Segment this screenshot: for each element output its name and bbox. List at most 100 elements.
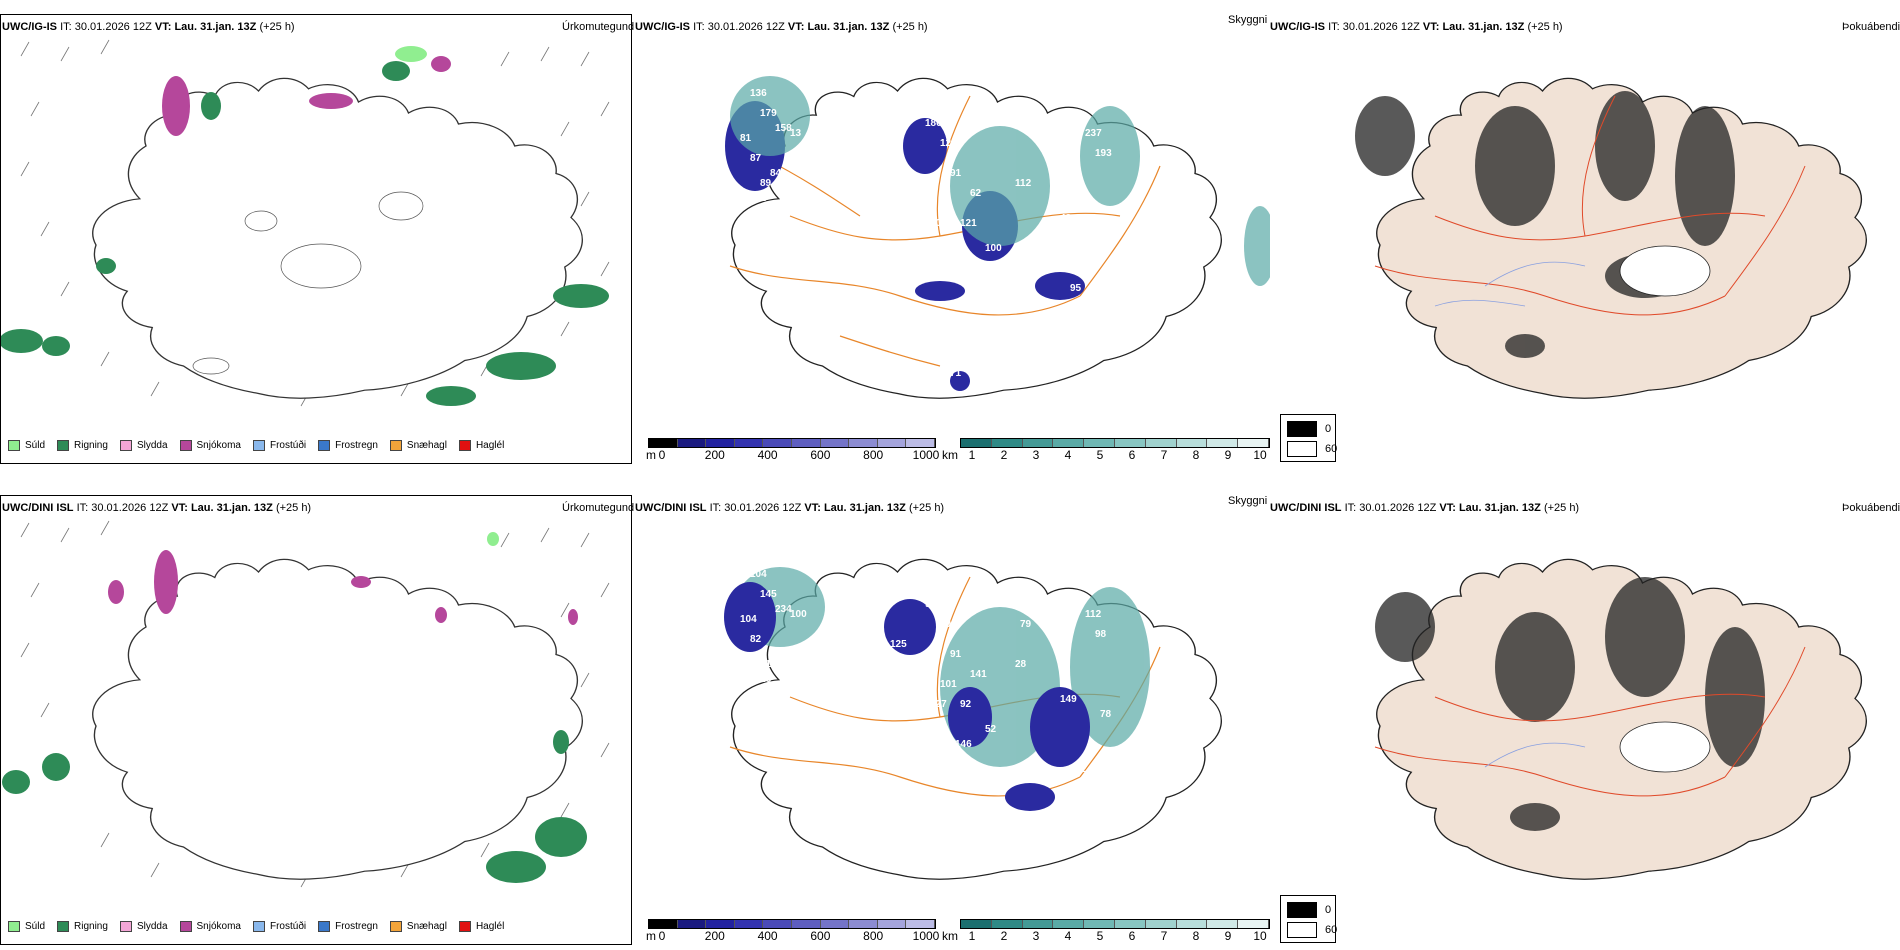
model-name: UWC/IG-IS <box>1270 21 1325 33</box>
wind-barbs <box>20 520 610 888</box>
legend-swatch <box>389 921 402 932</box>
vt-value: Lau. 31.jan. 13Z <box>190 502 273 514</box>
colorbar-tick-7: 8 <box>1192 929 1200 943</box>
colorbar-tick-9: 10 <box>1253 448 1267 462</box>
colorbar-segment-0 <box>961 439 992 447</box>
legend-item-0: Súld <box>8 440 45 451</box>
cloud-base-label: 141 <box>970 669 987 680</box>
model-name: UWC/DINI ISL <box>635 502 707 514</box>
cloud-base-label: 92 <box>960 699 972 710</box>
cloud-header: UWC/DINI ISL IT: 30.01.2026 12Z VT: Lau.… <box>635 502 944 515</box>
precip-snow <box>108 550 578 625</box>
legend-label: Snjókoma <box>196 440 241 451</box>
cloud-base-label: 136 <box>750 88 767 99</box>
fog-legend-0: 0 <box>1325 423 1332 435</box>
colorbar-segment-3 <box>734 920 764 928</box>
lead-time: (+25 h) <box>259 21 295 33</box>
height-unit: m <box>646 929 656 943</box>
colorbar-segment-5 <box>791 920 821 928</box>
it-value: 30.01.2026 12Z <box>1359 502 1437 514</box>
it-value: 30.01.2026 12Z <box>1342 21 1420 33</box>
cloud-base-label: 79 <box>1020 619 1032 630</box>
vt-label: VT: <box>154 21 172 33</box>
cloud-base-label: 15 <box>950 849 962 860</box>
model-name: UWC/DINI ISL <box>2 502 74 514</box>
cloud-base-label: 112 <box>1085 609 1102 620</box>
cloud-base-label: 125 <box>890 639 907 650</box>
legend-label: Rigning <box>74 921 108 932</box>
visibility-unit: km <box>942 929 958 943</box>
legend-item-0: Súld <box>8 921 45 932</box>
cloud-base-label: 146 <box>955 739 972 750</box>
cloud-base-label: 148 <box>840 599 857 610</box>
colorbar-segment-4 <box>1084 920 1115 928</box>
cloud-base-label: 91 <box>950 649 962 660</box>
legend-label: Frostúði <box>269 921 307 932</box>
lead-time: (+25 h) <box>1543 502 1580 514</box>
fog-swatch-60 <box>1287 441 1317 457</box>
cloud-base-label: 100 <box>790 609 807 620</box>
vt-label: VT: <box>787 21 805 33</box>
colorbar-segment-1 <box>677 439 707 447</box>
cloud-base-label: 95 <box>1070 283 1082 294</box>
colorbar-tick-2: 3 <box>1032 929 1040 943</box>
row-bottom: UWC/DINI ISL IT: 30.01.2026 12Z VT: Lau.… <box>0 480 1900 950</box>
fog-swatch-60 <box>1287 922 1317 938</box>
fog-dark-areas <box>1375 577 1765 831</box>
cloud-base-label: 13 <box>790 128 802 139</box>
fog-roads <box>1374 95 1806 316</box>
colorbar-segment-1 <box>991 439 1023 447</box>
vt-value: Lau. 31.jan. 13Z <box>1442 21 1525 33</box>
legend-item-1: Rigning <box>57 440 108 451</box>
vt-value: Lau. 31.jan. 13Z <box>807 21 890 33</box>
cloud-base-label: 93 <box>940 198 952 209</box>
precip-snow <box>162 56 451 136</box>
colorbar-segment-3 <box>1053 439 1085 447</box>
legend-item-7: Haglél <box>458 921 504 932</box>
cloud-base-label: 78 <box>1100 709 1112 720</box>
colorbar-segment-9 <box>906 439 935 447</box>
precip-drizzle <box>395 46 427 62</box>
colorbar-tick-0: 0 <box>658 929 666 943</box>
colorbar-tick-1: 2 <box>1000 448 1008 462</box>
colorbar-tick-6: 7 <box>1160 448 1168 462</box>
colorbar-segment-1 <box>677 920 707 928</box>
fog-legend-0: 0 <box>1325 904 1332 916</box>
cloud-base-label: 142 <box>1070 764 1087 775</box>
colorbar-segment-9 <box>906 920 935 928</box>
cloud-base-label: 91 <box>950 168 962 179</box>
colorbar-segment-4 <box>763 920 792 928</box>
legend-swatch <box>119 440 132 451</box>
cloud-base-label: 101 <box>940 679 957 690</box>
colorbar-segment-6 <box>1145 920 1177 928</box>
colorbar-tick-8: 9 <box>1224 929 1232 943</box>
colorbar-segment-9 <box>1238 920 1269 928</box>
cloud-base-label: 193 <box>1095 148 1112 159</box>
vt-label: VT: <box>804 502 821 514</box>
legend-item-5: Frostregn <box>318 921 378 932</box>
model-name: UWC/DINI ISL <box>1270 502 1342 514</box>
legend-swatch <box>57 921 70 932</box>
precip-rain <box>1 61 609 406</box>
cloud-base-label: 158 <box>775 123 792 134</box>
colorbar-tick-4: 800 <box>863 929 884 943</box>
legend-item-2: Slydda <box>119 440 168 451</box>
colorbar-segment-5 <box>1114 439 1146 447</box>
cloud-title: Skyggni <box>1228 14 1268 26</box>
legend-label: Slydda <box>136 440 168 451</box>
legend-item-7: Haglél <box>458 440 504 451</box>
height-colorbar: 0 200 400 600 800 1000 m <box>646 438 939 462</box>
cloud-base-label: 145 <box>760 589 777 600</box>
legend-item-2: Slydda <box>119 921 168 932</box>
fog-roads <box>1374 646 1806 797</box>
legend-label: Snjókoma <box>196 921 241 932</box>
colorbar-tick-1: 2 <box>1000 929 1008 943</box>
vt-label: VT: <box>171 502 188 514</box>
colorbar-segment-5 <box>791 439 821 447</box>
cloud-base-label: 28 <box>875 609 887 620</box>
it-value: 30.01.2026 12Z <box>91 502 169 514</box>
it-value: 30.01.2026 12Z <box>707 21 785 33</box>
cloud-base-label: 180 <box>925 118 942 129</box>
colorbar-segment-4 <box>763 439 792 447</box>
cloud-base-label: 104 <box>930 218 947 229</box>
